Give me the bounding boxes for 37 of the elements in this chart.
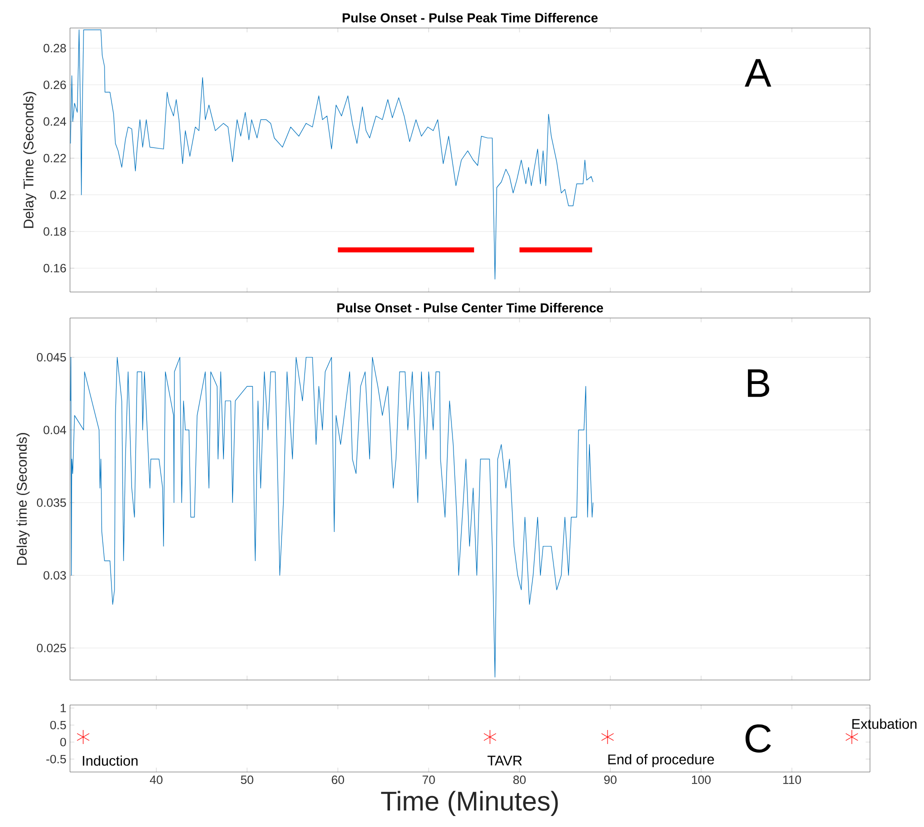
y-tick-label: 0.04 — [44, 426, 66, 434]
y-tick-label: 0.03 — [44, 571, 66, 580]
annotation: Extubation — [852, 718, 916, 729]
y-tick-label: -0.5 — [46, 754, 66, 764]
annotation: End of procedure — [608, 754, 714, 768]
annotation: TAVR — [488, 756, 522, 766]
line-series — [70, 30, 594, 280]
x-tick-label: 50 — [240, 776, 254, 784]
x-tick-label: 60 — [332, 776, 344, 784]
x-tick-label: 110 — [783, 776, 802, 784]
y-tick-label: 1 — [60, 704, 66, 712]
y-tick-label: 0.22 — [44, 154, 66, 162]
y-axis-title: Delay time (Seconds) — [16, 432, 30, 565]
y-tick-label: 0 — [60, 738, 66, 746]
y-tick-label: 0.5 — [50, 720, 66, 730]
y-tick-label: 0.025 — [36, 644, 66, 652]
x-tick-label: 70 — [422, 776, 435, 784]
annotation: C — [746, 724, 771, 753]
x-tick-label: 80 — [513, 776, 526, 784]
y-axis-title: Delay Time (Seconds) — [23, 92, 36, 228]
x-tick-label: 100 — [692, 776, 711, 784]
annotation: A — [744, 59, 772, 87]
x-tick-label: 90 — [604, 776, 617, 784]
annotation: Induction — [82, 755, 138, 766]
y-tick-label: 0.2 — [50, 190, 66, 200]
y-tick-label: 0.28 — [44, 44, 66, 52]
y-tick-label: 0.18 — [44, 227, 66, 236]
chart-title: Pulse Onset - Pulse Peak Time Difference — [342, 12, 598, 22]
y-tick-label: 0.24 — [44, 117, 66, 126]
annotation: B — [748, 369, 770, 397]
y-tick-label: 0.16 — [44, 264, 66, 272]
y-tick-label: 0.035 — [36, 498, 66, 507]
y-tick-label: 0.045 — [36, 353, 66, 362]
x-axis-title: Time (Minutes) — [381, 790, 558, 816]
y-tick-label: 0.26 — [44, 80, 66, 90]
chart-title: Pulse Onset - Pulse Center Time Difference — [337, 302, 604, 312]
x-tick-label: 40 — [150, 776, 162, 784]
